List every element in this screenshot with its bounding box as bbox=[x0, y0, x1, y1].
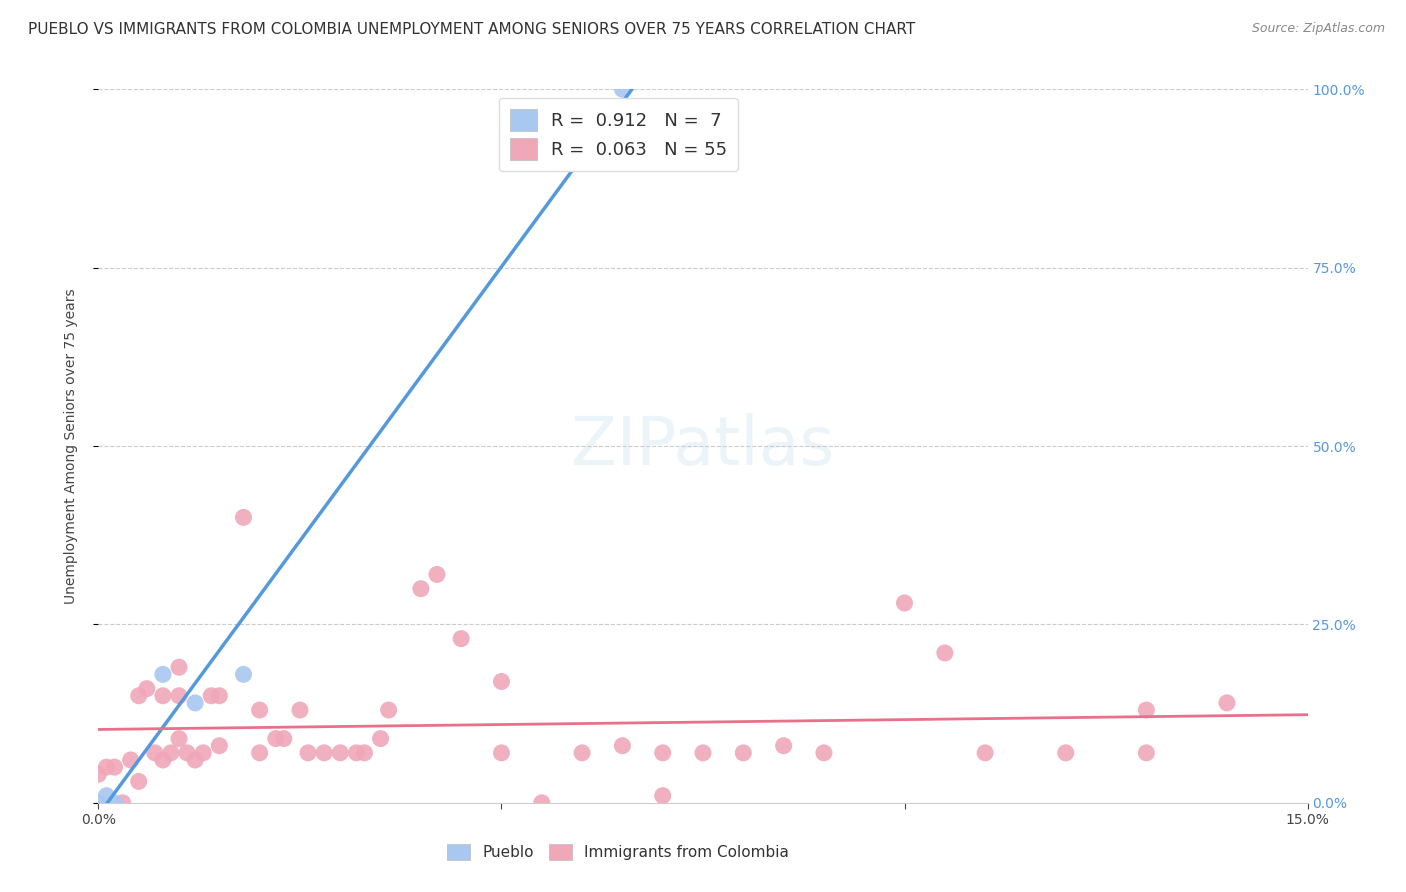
Point bbox=[733, 746, 755, 760]
Point bbox=[571, 746, 593, 760]
Point bbox=[96, 760, 118, 774]
Point bbox=[200, 689, 222, 703]
Text: PUEBLO VS IMMIGRANTS FROM COLOMBIA UNEMPLOYMENT AMONG SENIORS OVER 75 YEARS CORR: PUEBLO VS IMMIGRANTS FROM COLOMBIA UNEMP… bbox=[28, 22, 915, 37]
Point bbox=[1135, 746, 1157, 760]
Point bbox=[120, 753, 142, 767]
Point bbox=[103, 760, 125, 774]
Point bbox=[450, 632, 472, 646]
Point bbox=[491, 674, 513, 689]
Y-axis label: Unemployment Among Seniors over 75 years: Unemployment Among Seniors over 75 years bbox=[63, 288, 77, 604]
Point bbox=[377, 703, 399, 717]
Point bbox=[152, 753, 174, 767]
Point bbox=[152, 667, 174, 681]
Point bbox=[612, 739, 634, 753]
Point bbox=[651, 746, 673, 760]
Point bbox=[1054, 746, 1077, 760]
Point bbox=[87, 767, 110, 781]
Point bbox=[692, 746, 714, 760]
Point bbox=[934, 646, 956, 660]
Point bbox=[184, 753, 207, 767]
Point bbox=[160, 746, 183, 760]
Point bbox=[1135, 703, 1157, 717]
Text: ZIPatlas: ZIPatlas bbox=[571, 413, 835, 479]
Legend: Pueblo, Immigrants from Colombia: Pueblo, Immigrants from Colombia bbox=[441, 838, 796, 866]
Point bbox=[1216, 696, 1239, 710]
Point bbox=[176, 746, 198, 760]
Text: Source: ZipAtlas.com: Source: ZipAtlas.com bbox=[1251, 22, 1385, 36]
Point bbox=[288, 703, 311, 717]
Point bbox=[143, 746, 166, 760]
Point bbox=[152, 689, 174, 703]
Point bbox=[128, 689, 150, 703]
Point bbox=[893, 596, 915, 610]
Point bbox=[409, 582, 432, 596]
Point bbox=[530, 796, 553, 810]
Point bbox=[974, 746, 997, 760]
Point bbox=[232, 510, 254, 524]
Point bbox=[329, 746, 352, 760]
Point bbox=[612, 82, 634, 96]
Point bbox=[344, 746, 367, 760]
Point bbox=[353, 746, 375, 760]
Point bbox=[297, 746, 319, 760]
Point bbox=[103, 796, 125, 810]
Point bbox=[128, 774, 150, 789]
Point bbox=[208, 739, 231, 753]
Point bbox=[167, 731, 190, 746]
Point bbox=[813, 746, 835, 760]
Point bbox=[96, 789, 118, 803]
Point bbox=[370, 731, 392, 746]
Point bbox=[273, 731, 295, 746]
Point bbox=[135, 681, 157, 696]
Point bbox=[111, 796, 134, 810]
Point bbox=[193, 746, 215, 760]
Point bbox=[491, 746, 513, 760]
Point bbox=[772, 739, 794, 753]
Point bbox=[208, 689, 231, 703]
Point bbox=[249, 746, 271, 760]
Point bbox=[249, 703, 271, 717]
Point bbox=[264, 731, 287, 746]
Point bbox=[232, 667, 254, 681]
Point bbox=[314, 746, 336, 760]
Point bbox=[184, 696, 207, 710]
Point bbox=[87, 796, 110, 810]
Point bbox=[426, 567, 449, 582]
Point bbox=[651, 789, 673, 803]
Point bbox=[167, 689, 190, 703]
Point bbox=[167, 660, 190, 674]
